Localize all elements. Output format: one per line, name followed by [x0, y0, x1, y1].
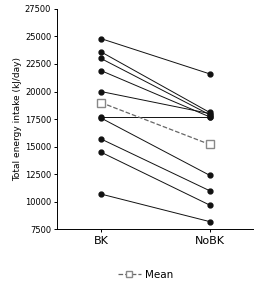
Y-axis label: Total energy intake (kJ/day): Total energy intake (kJ/day): [13, 57, 22, 181]
Legend: Mean: Mean: [114, 265, 177, 284]
